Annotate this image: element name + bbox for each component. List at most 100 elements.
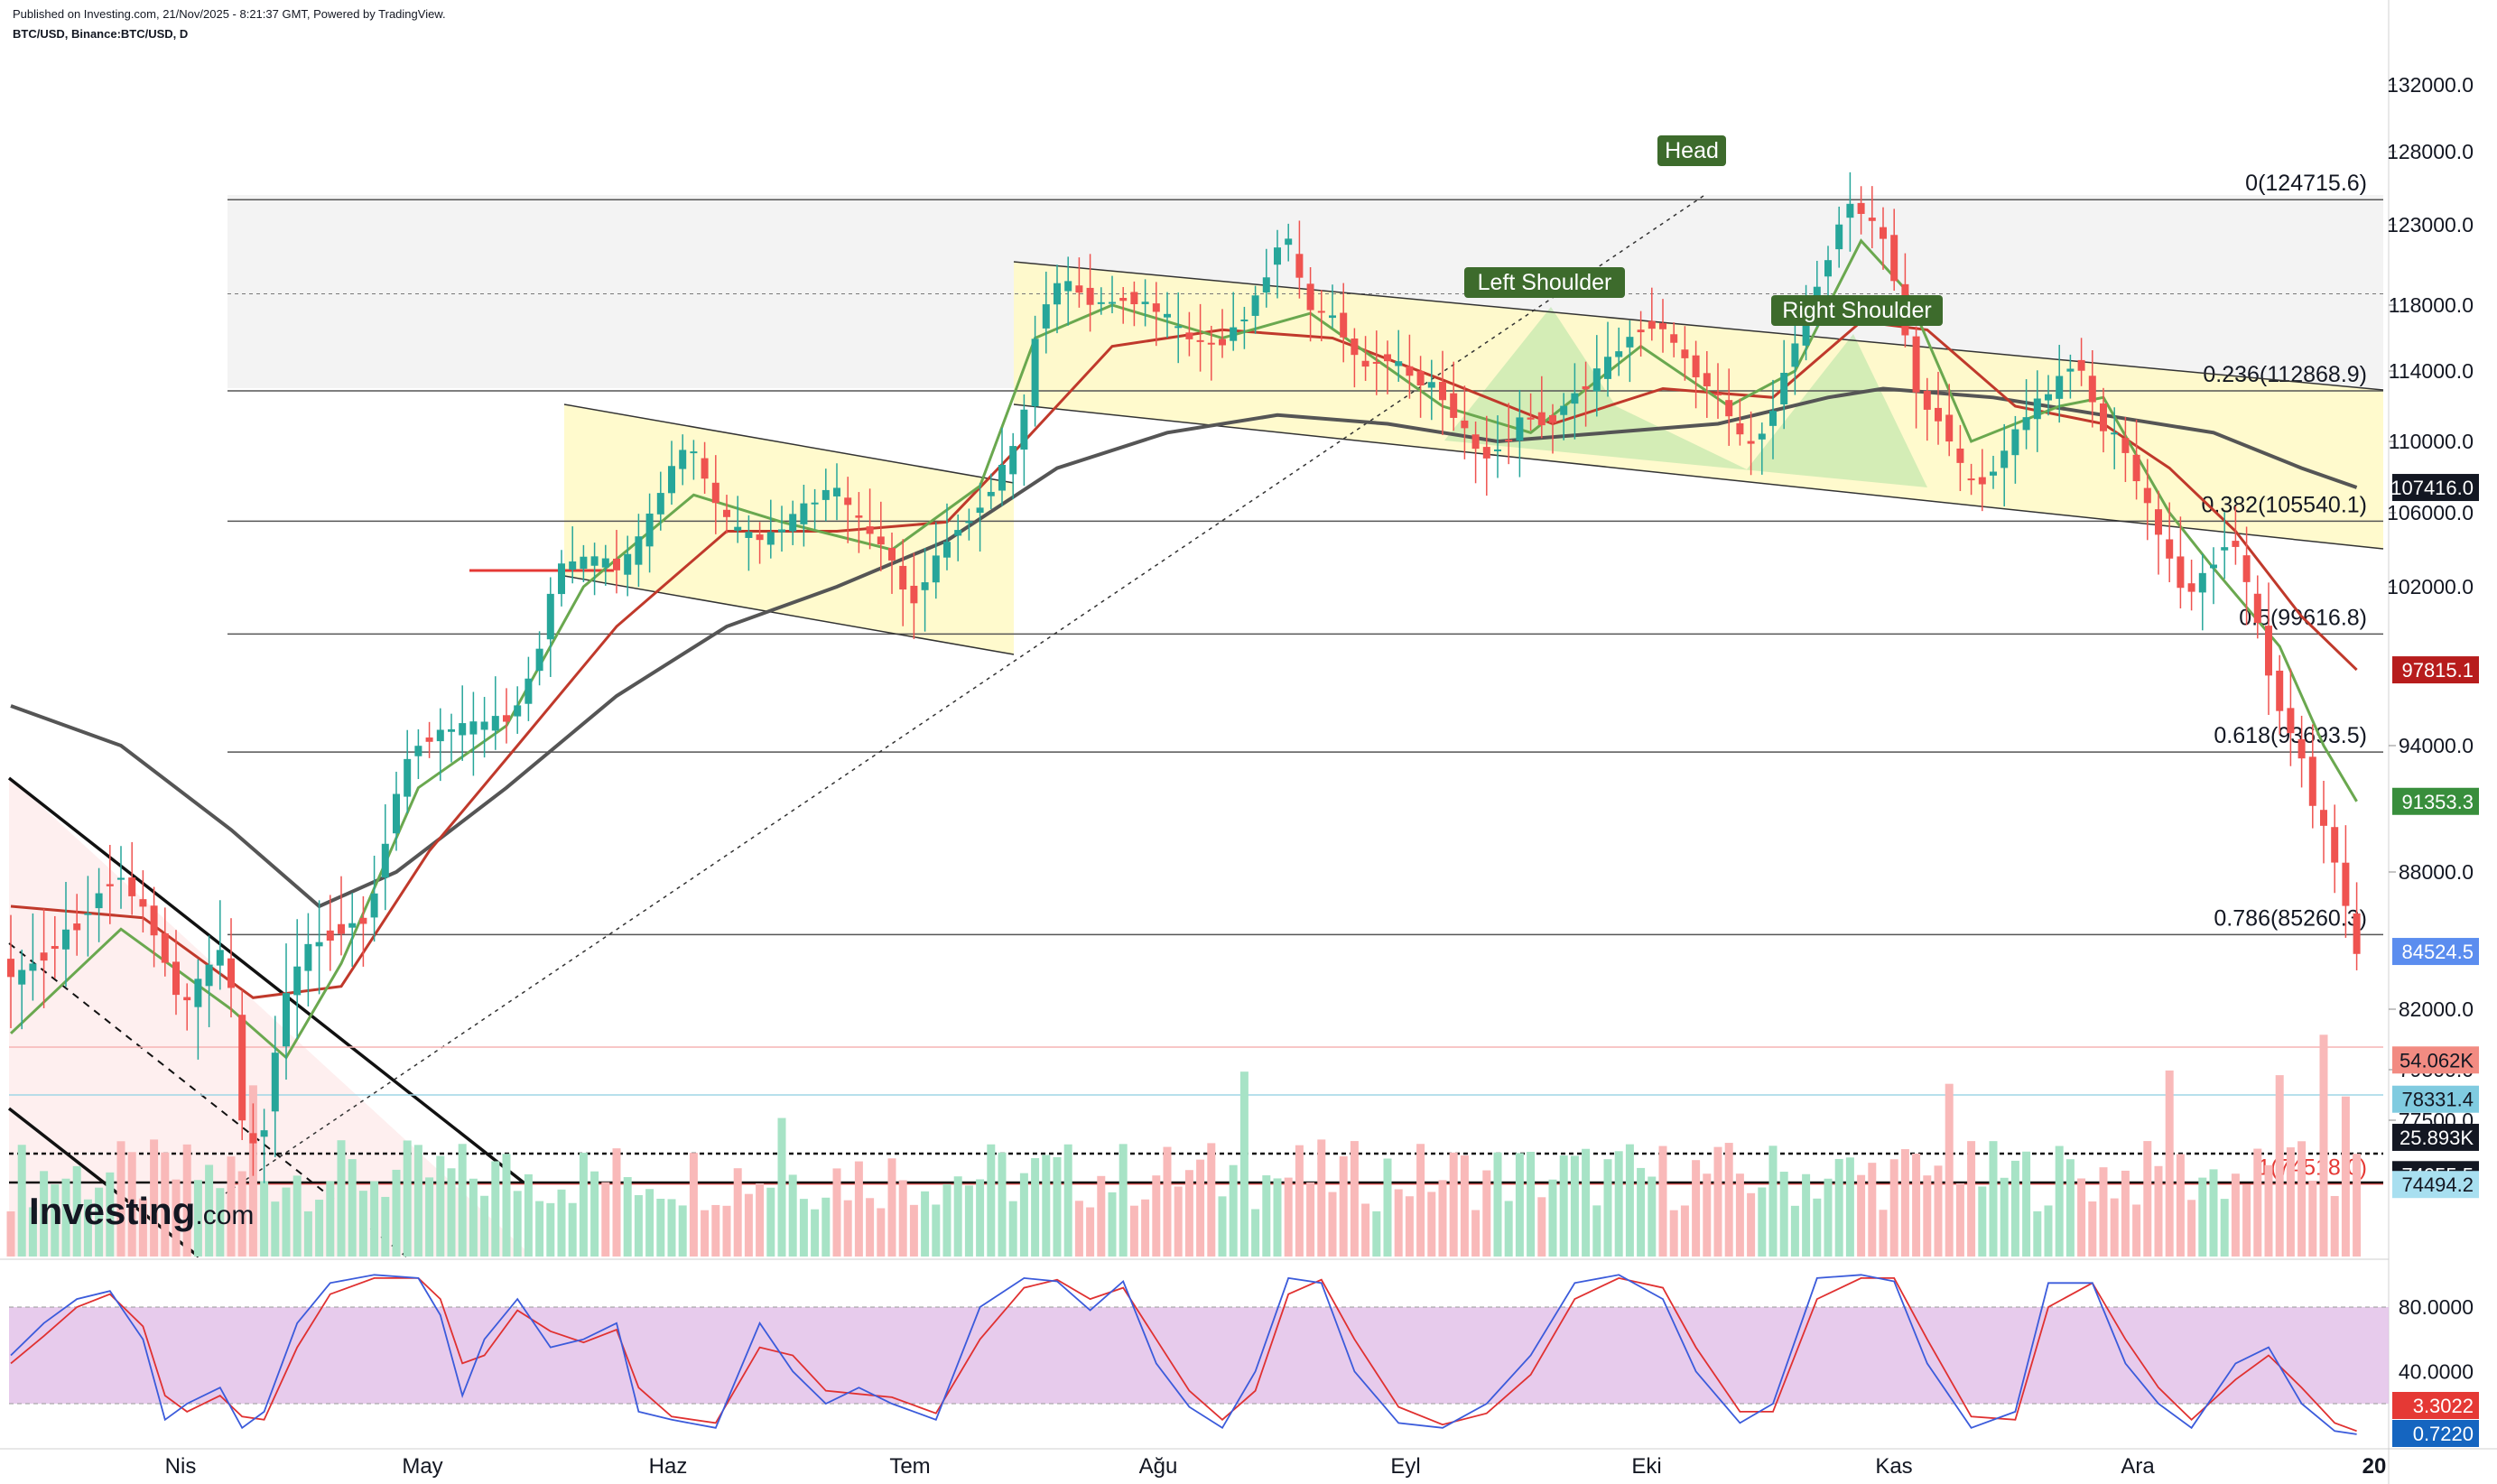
candle-body bbox=[2143, 487, 2151, 504]
candle-body bbox=[1758, 433, 1766, 440]
candle-body bbox=[249, 1133, 257, 1144]
candle-body bbox=[348, 923, 357, 928]
candle-body bbox=[1427, 382, 1435, 388]
candle-body bbox=[811, 502, 819, 505]
candle-body bbox=[524, 678, 533, 704]
candle-body bbox=[1967, 478, 1975, 481]
price-tick-label-8: 94000.0 bbox=[2399, 734, 2474, 757]
candle-body bbox=[1207, 342, 1215, 345]
volume-bar bbox=[480, 1195, 489, 1257]
time-label-8: Ara bbox=[2121, 1454, 2155, 1479]
candle-body bbox=[1990, 471, 1997, 476]
candle-body bbox=[613, 558, 620, 570]
candle-body bbox=[1285, 238, 1293, 246]
volume-bar bbox=[106, 1172, 115, 1257]
volume-bar bbox=[733, 1168, 742, 1257]
volume-bar bbox=[116, 1141, 125, 1257]
candle-body bbox=[1141, 301, 1149, 304]
logo-brand: Investing bbox=[29, 1190, 196, 1232]
volume-bar bbox=[1989, 1141, 1998, 1257]
candle-body bbox=[624, 553, 632, 575]
candle-body bbox=[1406, 366, 1414, 376]
candle-body bbox=[2342, 862, 2350, 906]
volume-bar bbox=[1845, 1157, 1854, 1257]
candle-body bbox=[1482, 447, 1490, 459]
candle-body bbox=[139, 899, 147, 907]
volume-bar bbox=[2065, 1159, 2075, 1257]
candle-body bbox=[1461, 420, 1469, 429]
candle-body bbox=[2320, 810, 2327, 826]
candle-body bbox=[1251, 295, 1259, 316]
candle-body bbox=[283, 993, 290, 1047]
candle-body bbox=[1494, 449, 1501, 451]
candle-body bbox=[381, 843, 389, 878]
volume-bar bbox=[1394, 1189, 1403, 1257]
volume-bar bbox=[634, 1195, 643, 1257]
candle-body bbox=[238, 1015, 246, 1121]
volume-bar bbox=[2264, 1164, 2273, 1257]
volume-bar bbox=[1152, 1175, 1161, 1257]
volume-bar bbox=[392, 1169, 401, 1257]
candle-body bbox=[601, 558, 609, 568]
volume-bar bbox=[1515, 1153, 1524, 1257]
volume-bar bbox=[1460, 1155, 1469, 1257]
candle-body bbox=[1791, 343, 1799, 367]
candle-body bbox=[260, 1130, 268, 1137]
volume-bar bbox=[1703, 1173, 1712, 1257]
candle-body bbox=[84, 913, 92, 915]
time-label-2: Haz bbox=[649, 1454, 688, 1479]
candle-body bbox=[1230, 327, 1238, 341]
price-badge-3: 84524.5 bbox=[2401, 941, 2474, 963]
candle-body bbox=[1219, 339, 1226, 346]
candle-body bbox=[1020, 409, 1028, 450]
volume-bar bbox=[1625, 1144, 1634, 1257]
candle-body bbox=[40, 952, 48, 961]
volume-bar bbox=[150, 1139, 159, 1257]
candle-body bbox=[1295, 254, 1304, 278]
candle-body bbox=[1681, 349, 1689, 358]
candle-body bbox=[822, 489, 830, 500]
candle-body bbox=[734, 526, 742, 531]
fib-label-0: 0(124715.6) bbox=[2245, 171, 2367, 196]
candle-body bbox=[954, 530, 962, 536]
candle-body bbox=[1351, 339, 1359, 356]
candle-body bbox=[338, 923, 345, 934]
volume-bar bbox=[2033, 1210, 2042, 1257]
logo-suffix: .com bbox=[195, 1201, 255, 1230]
volume-bar bbox=[1548, 1179, 1557, 1257]
volume-bar bbox=[1747, 1192, 1756, 1257]
candle-body bbox=[2353, 913, 2361, 954]
volume-bar bbox=[205, 1164, 214, 1257]
candle-body bbox=[2287, 708, 2295, 734]
volume-bar bbox=[127, 1152, 136, 1257]
volume-bar bbox=[843, 1200, 852, 1257]
candle-body bbox=[1703, 373, 1711, 386]
volume-bar bbox=[1196, 1159, 1205, 1257]
candle-body bbox=[833, 487, 840, 496]
candle-body bbox=[745, 532, 753, 538]
volume-bar bbox=[2022, 1151, 2031, 1257]
candle-body bbox=[1857, 202, 1865, 214]
volume-bar bbox=[2077, 1178, 2086, 1257]
candle-body bbox=[326, 930, 334, 941]
volume-bar bbox=[877, 1208, 886, 1257]
candle-body bbox=[756, 534, 764, 541]
candle-body bbox=[1802, 307, 1810, 346]
volume-bar bbox=[1680, 1205, 1689, 1257]
volume-bar bbox=[1582, 1148, 1591, 1257]
candle-body bbox=[943, 542, 951, 558]
volume-bar bbox=[303, 1210, 312, 1257]
candle-body bbox=[1725, 400, 1733, 417]
price-badge-bg bbox=[2392, 1046, 2479, 1074]
volume-bar bbox=[1559, 1155, 1568, 1257]
fib-label-5: 0.786(85260.3) bbox=[2214, 905, 2367, 931]
volume-bar bbox=[1537, 1197, 1546, 1257]
stoch-tick-label-1: 40.0000 bbox=[2399, 1359, 2474, 1383]
candle-body bbox=[469, 721, 478, 735]
candle-body bbox=[1009, 446, 1017, 475]
volume-bar bbox=[1229, 1164, 1238, 1257]
price-badge-bg bbox=[2392, 938, 2479, 966]
candle-body bbox=[766, 532, 775, 545]
label-left-shoulder: Left Shoulder bbox=[1478, 270, 1612, 295]
